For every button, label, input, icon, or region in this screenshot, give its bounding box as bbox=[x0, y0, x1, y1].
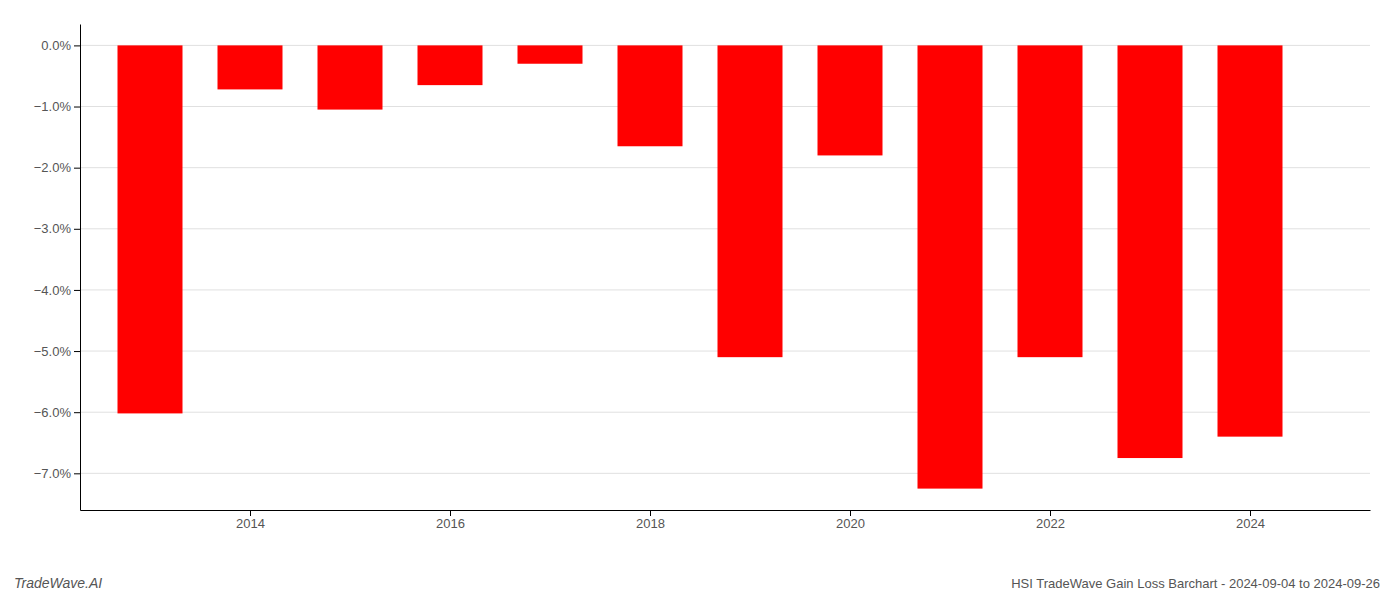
x-tick: 2016 bbox=[436, 510, 465, 531]
y-tick-label: 0.0% bbox=[41, 38, 71, 53]
x-tick-mark bbox=[250, 510, 251, 516]
bar bbox=[818, 45, 883, 155]
watermark: TradeWave.AI bbox=[14, 575, 102, 591]
y-tick-label: −6.0% bbox=[34, 405, 72, 420]
x-tick: 2018 bbox=[636, 510, 665, 531]
y-tick-label: −5.0% bbox=[34, 344, 72, 359]
y-tick: −2.0% bbox=[34, 160, 80, 175]
y-tick: −1.0% bbox=[34, 99, 80, 114]
title: HSI TradeWave Gain Loss Barchart - 2024-… bbox=[1011, 576, 1380, 591]
x-tick: 2022 bbox=[1036, 510, 1065, 531]
grid bbox=[80, 45, 1370, 473]
x-tick-mark bbox=[1250, 510, 1251, 516]
plot-area: 2014 2016 2018 2020 2022 2024 0.0% −1.0% −2.0% −3… bbox=[34, 25, 1371, 532]
y-tick-mark bbox=[74, 473, 80, 474]
y-axis: 0.0% −1.0% −2.0% −3.0% −4.0% −5.0% −6.0% −7.0% bbox=[34, 25, 81, 511]
bar bbox=[118, 45, 183, 413]
y-tick: 0.0% bbox=[41, 38, 80, 53]
x-tick: 2014 bbox=[236, 510, 265, 531]
y-tick-mark bbox=[74, 168, 80, 169]
x-tick-mark bbox=[650, 510, 651, 516]
y-tick: −6.0% bbox=[34, 405, 80, 420]
chart: 2014 2016 2018 2020 2022 2024 0.0% −1.0% −2.0% −3… bbox=[0, 0, 1400, 600]
x-tick-mark bbox=[850, 510, 851, 516]
y-axis-line bbox=[80, 25, 81, 511]
y-tick: −7.0% bbox=[34, 466, 80, 481]
x-tick: 2024 bbox=[1236, 510, 1265, 531]
y-tick-mark bbox=[74, 229, 80, 230]
bar bbox=[1218, 45, 1283, 436]
y-tick-mark bbox=[74, 107, 80, 108]
bar bbox=[718, 45, 783, 357]
bar bbox=[618, 45, 683, 146]
y-tick-mark bbox=[74, 412, 80, 413]
y-tick-mark bbox=[74, 351, 80, 352]
x-tick-mark bbox=[1050, 510, 1051, 516]
bar bbox=[318, 45, 383, 109]
y-tick-label: −2.0% bbox=[34, 160, 72, 175]
x-tick-label: 2024 bbox=[1236, 516, 1265, 531]
x-tick-label: 2022 bbox=[1036, 516, 1065, 531]
x-tick-label: 2020 bbox=[836, 516, 865, 531]
x-axis-line bbox=[81, 510, 1371, 511]
bar bbox=[418, 45, 483, 85]
grid-line bbox=[80, 473, 1370, 474]
bar bbox=[1018, 45, 1083, 357]
x-tick: 2020 bbox=[836, 510, 865, 531]
y-tick: −3.0% bbox=[34, 221, 80, 236]
y-tick: −4.0% bbox=[34, 283, 80, 298]
y-tick-label: −3.0% bbox=[34, 221, 72, 236]
bar bbox=[1118, 45, 1183, 458]
y-tick-label: −1.0% bbox=[34, 99, 72, 114]
bars bbox=[118, 45, 1283, 488]
x-tick-label: 2016 bbox=[436, 516, 465, 531]
bar bbox=[918, 45, 983, 488]
y-tick: −5.0% bbox=[34, 344, 80, 359]
x-tick-label: 2014 bbox=[236, 516, 265, 531]
y-tick-mark bbox=[74, 290, 80, 291]
bar bbox=[218, 45, 283, 89]
bar bbox=[518, 45, 583, 63]
x-tick-mark bbox=[450, 510, 451, 516]
x-tick-label: 2018 bbox=[636, 516, 665, 531]
x-axis: 2014 2016 2018 2020 2022 2024 bbox=[81, 510, 1371, 531]
y-tick-label: −4.0% bbox=[34, 283, 72, 298]
y-tick-mark bbox=[74, 45, 80, 46]
y-tick-label: −7.0% bbox=[34, 466, 72, 481]
